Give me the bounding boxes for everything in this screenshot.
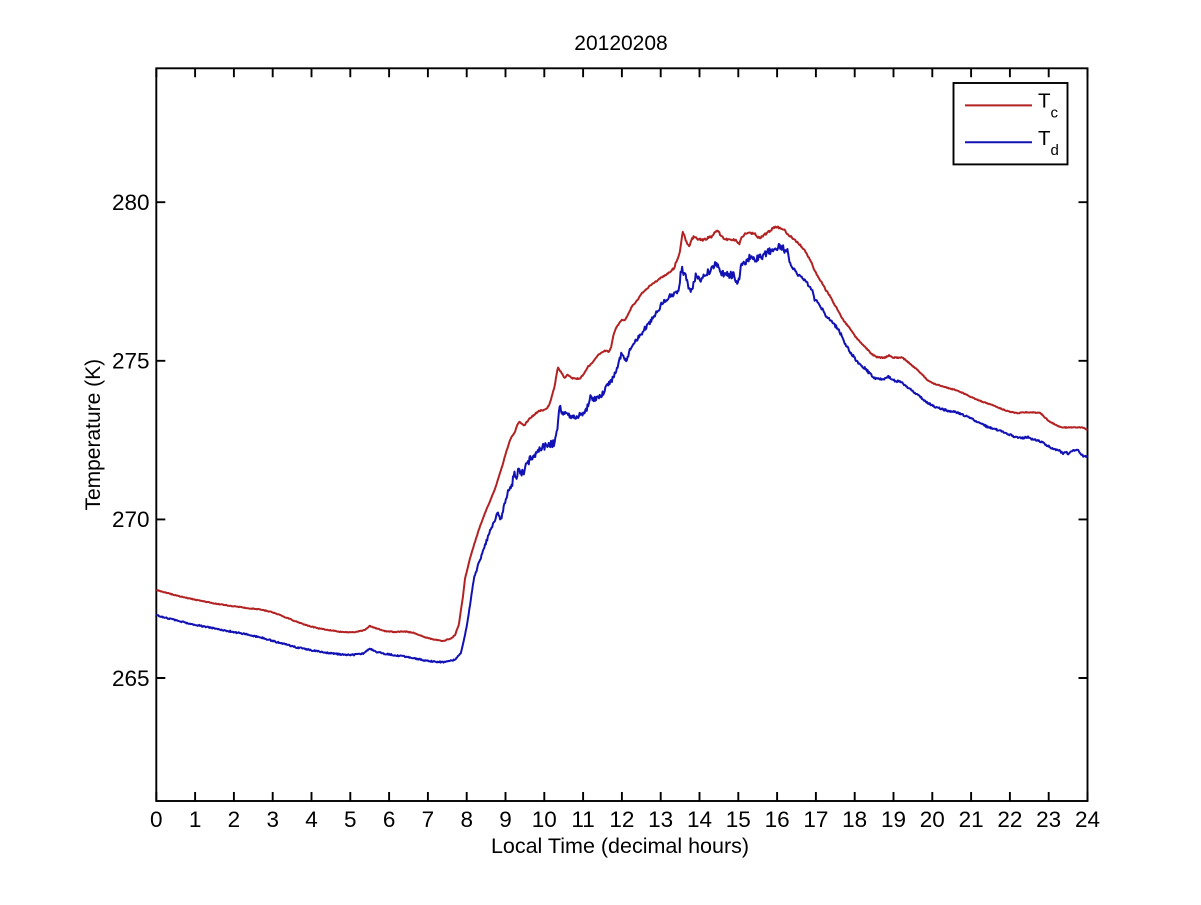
svg-text:21: 21 bbox=[959, 807, 984, 832]
svg-text:3: 3 bbox=[266, 807, 279, 832]
svg-text:8: 8 bbox=[460, 807, 473, 832]
svg-text:14: 14 bbox=[687, 807, 712, 832]
svg-text:4: 4 bbox=[305, 807, 318, 832]
svg-text:22: 22 bbox=[997, 807, 1022, 832]
svg-text:280: 280 bbox=[112, 190, 150, 215]
svg-text:12: 12 bbox=[609, 807, 634, 832]
svg-text:265: 265 bbox=[112, 666, 150, 691]
svg-text:Temperature (K): Temperature (K) bbox=[82, 359, 105, 511]
svg-text:2: 2 bbox=[228, 807, 241, 832]
svg-text:11: 11 bbox=[571, 807, 594, 832]
svg-text:18: 18 bbox=[842, 807, 867, 832]
svg-text:5: 5 bbox=[344, 807, 357, 832]
svg-text:275: 275 bbox=[112, 349, 150, 374]
svg-text:13: 13 bbox=[648, 807, 673, 832]
svg-text:20120208: 20120208 bbox=[574, 32, 667, 55]
svg-text:20: 20 bbox=[920, 807, 945, 832]
svg-text:23: 23 bbox=[1036, 807, 1061, 832]
svg-text:16: 16 bbox=[765, 807, 790, 832]
svg-text:17: 17 bbox=[803, 807, 828, 832]
svg-text:19: 19 bbox=[881, 807, 906, 832]
svg-text:15: 15 bbox=[726, 807, 751, 832]
svg-text:7: 7 bbox=[422, 807, 435, 832]
svg-text:Local Time (decimal hours): Local Time (decimal hours) bbox=[491, 834, 749, 858]
svg-text:9: 9 bbox=[499, 807, 512, 832]
svg-text:270: 270 bbox=[112, 507, 150, 532]
svg-text:24: 24 bbox=[1075, 807, 1100, 832]
svg-text:6: 6 bbox=[383, 807, 396, 832]
svg-text:1: 1 bbox=[189, 807, 202, 832]
svg-text:0: 0 bbox=[150, 807, 163, 832]
svg-text:10: 10 bbox=[532, 807, 557, 832]
